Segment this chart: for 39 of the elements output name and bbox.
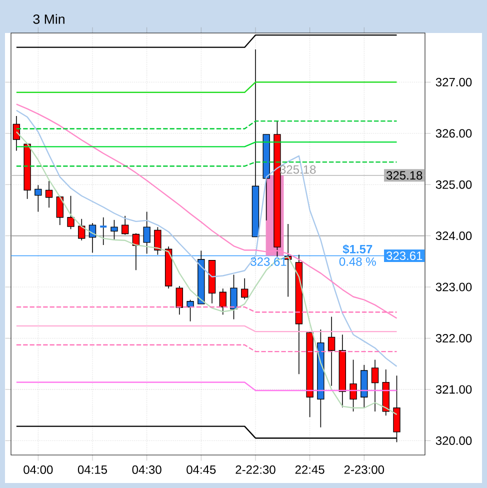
x-tick-label: 04:30 — [132, 465, 162, 474]
candlestick — [328, 316, 336, 386]
candlestick — [154, 226, 162, 256]
candlestick — [241, 278, 248, 300]
candlestick — [110, 220, 118, 240]
chart-title: 3 Min — [33, 14, 64, 24]
candlestick — [186, 299, 194, 322]
x-tick-label: 2-23:00 — [344, 465, 384, 474]
x-tick-label: 04:00 — [24, 465, 53, 474]
candlestick — [67, 195, 74, 230]
y-tick-label: 327.00 — [436, 78, 472, 86]
annotation: 0.48 % — [339, 257, 376, 266]
candlestick — [143, 211, 150, 254]
candlestick — [371, 359, 379, 412]
candlestick — [219, 288, 226, 316]
ref-line-label: 323.61 — [386, 252, 422, 260]
candlestick — [350, 359, 357, 412]
annotation: 323.61 — [250, 257, 286, 266]
y-tick-label: 324.00 — [436, 232, 472, 240]
candlestick — [78, 218, 86, 241]
x-tick-label: 04:45 — [186, 465, 216, 474]
y-tick-label: 321.00 — [436, 385, 472, 394]
y-tick-label: 322.00 — [436, 334, 472, 342]
candlestick — [45, 180, 53, 208]
y-tick-label: 325.00 — [436, 180, 472, 189]
y-tick-label: 320.00 — [436, 436, 472, 445]
annotation: $1.57 — [342, 244, 372, 254]
x-tick-label: 22:45 — [295, 465, 324, 474]
candlestick — [99, 216, 108, 246]
y-tick-label: 326.00 — [436, 129, 472, 138]
candlestick — [56, 195, 64, 226]
ref-line-label: 325.18 — [386, 171, 422, 180]
x-tick-label: 04:15 — [78, 465, 107, 474]
x-tick-label: 2-22:30 — [236, 465, 276, 474]
candlestick — [176, 286, 184, 316]
candlestick — [34, 184, 42, 212]
candlestick — [122, 215, 129, 236]
y-tick-label: 323.00 — [436, 282, 472, 292]
candlestick — [230, 274, 238, 320]
